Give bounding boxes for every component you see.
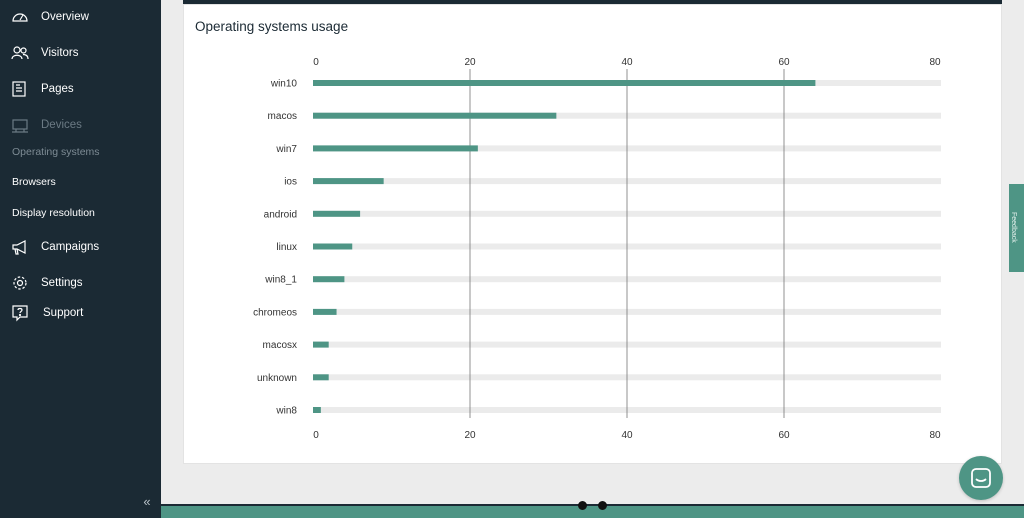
card-title: Operating systems usage	[195, 19, 349, 34]
bar-chromeos	[313, 308, 337, 315]
category-label: ios	[284, 177, 297, 188]
sub-item-label: Operating systems	[12, 146, 100, 158]
nav-label: Visitors	[41, 47, 79, 59]
gauge-icon	[11, 8, 29, 26]
nav-item-settings[interactable]: Settings	[0, 268, 161, 298]
bar-win8	[313, 407, 321, 413]
bottom-divider	[161, 504, 1024, 506]
bottom-bar	[161, 505, 1024, 518]
feedback-tab-label: Feedback	[1010, 212, 1017, 243]
help-icon	[11, 304, 29, 322]
category-label: macosx	[263, 340, 297, 351]
card-top-border	[183, 0, 1002, 5]
chart-card: Operating systems usage win10 macos win7 io…	[183, 4, 1002, 464]
x-tick-label-bottom: 0	[313, 430, 319, 441]
nav-item-pages[interactable]: Pages	[0, 74, 161, 104]
bar-win8_1	[313, 276, 345, 283]
feedback-tab[interactable]: Feedback	[1009, 184, 1024, 272]
nav-item-overview[interactable]: Overview	[0, 2, 161, 32]
pager-dot[interactable]	[598, 501, 607, 510]
x-tick-label-bottom: 80	[929, 430, 941, 441]
nav-label: Overview	[41, 11, 89, 23]
nav-item-campaigns[interactable]: Campaigns	[0, 232, 161, 262]
sub-item-label: Display resolution	[12, 207, 95, 219]
os-usage-chart: win10 macos win7 ios android linux win8_1chrom…	[253, 57, 941, 441]
nav-item-devices[interactable]: Devices	[0, 110, 161, 140]
category-label: chromeos	[253, 307, 297, 318]
x-tick-label-top: 60	[778, 57, 790, 68]
sub-item-label: Browsers	[12, 176, 56, 188]
chat-button[interactable]	[959, 456, 1003, 500]
bar-ios	[313, 178, 384, 185]
x-tick-label-top: 40	[621, 57, 633, 68]
bar-macosx	[313, 341, 329, 348]
sub-item-display-resolution[interactable]: Display resolution	[0, 201, 161, 225]
gear-icon	[11, 274, 29, 292]
nav-label: Support	[43, 307, 84, 319]
nav-item-visitors[interactable]: Visitors	[0, 38, 161, 68]
nav-item-support[interactable]: Support	[0, 298, 161, 328]
bar-win7	[313, 145, 478, 152]
bar-linux	[313, 243, 353, 250]
category-label: android	[264, 209, 297, 220]
category-label: win10	[270, 79, 298, 90]
x-tick-label-top: 80	[929, 57, 941, 68]
users-icon	[11, 44, 29, 62]
devices-icon	[11, 116, 29, 134]
pager-dot[interactable]	[578, 501, 587, 510]
category-label: macos	[268, 111, 297, 122]
pages-icon	[11, 80, 29, 98]
sub-item-browsers[interactable]: Browsers	[0, 170, 161, 194]
category-label: win8_1	[264, 275, 297, 286]
sub-item-operating-systems[interactable]: Operating systems	[0, 140, 161, 164]
collapse-sidebar-button[interactable]: «	[143, 494, 151, 509]
category-label: linux	[276, 242, 297, 253]
bar-unknown	[313, 374, 329, 381]
megaphone-icon	[11, 238, 29, 256]
x-tick-label-top: 20	[464, 57, 476, 68]
nav-label: Settings	[41, 277, 83, 289]
category-label: unknown	[257, 373, 297, 384]
chat-icon	[971, 468, 991, 488]
x-tick-label-top: 0	[313, 57, 319, 68]
category-label: win8	[275, 406, 297, 417]
bar-android	[313, 210, 361, 217]
sidebar: Overview Visitors Pages Devices Operatin…	[0, 0, 161, 518]
nav-label: Pages	[41, 83, 74, 95]
x-tick-label-bottom: 20	[464, 430, 476, 441]
x-tick-label-bottom: 60	[778, 430, 790, 441]
nav-label: Devices	[41, 119, 82, 131]
main-content: Operating systems usage win10 macos win7 io…	[161, 0, 1024, 505]
x-tick-label-bottom: 40	[621, 430, 633, 441]
bar-win10	[313, 80, 816, 86]
bar-macos	[313, 112, 557, 119]
category-label: win7	[275, 144, 297, 155]
nav-label: Campaigns	[41, 241, 100, 253]
